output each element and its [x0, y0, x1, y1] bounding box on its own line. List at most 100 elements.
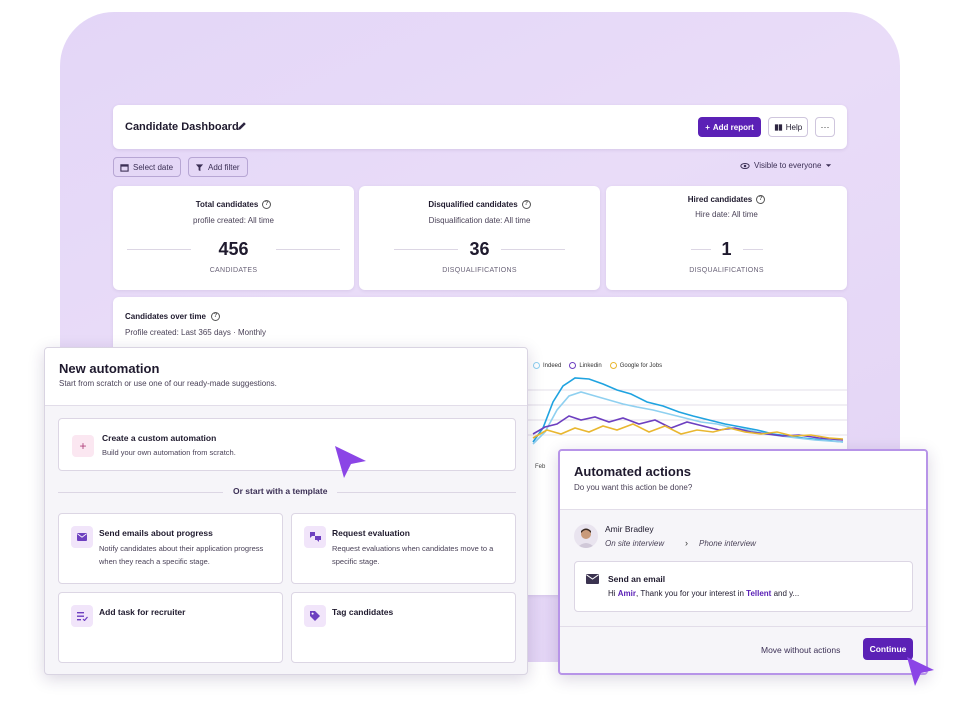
template-title: Request evaluation [332, 528, 410, 538]
actions-subtitle: Do you want this action be done? [574, 483, 693, 492]
chart-legend: Indeed Linkedin Google for Jobs [533, 362, 662, 369]
dashboard-title: Candidate Dashboard [125, 121, 239, 133]
email-action-title: Send an email [608, 574, 666, 584]
stat-title: Total candidates? [113, 200, 354, 209]
email-variable-name: Amir [617, 589, 637, 598]
divider [691, 249, 711, 250]
template-card-tag-candidates[interactable]: Tag candidates [291, 592, 516, 663]
pencil-icon[interactable] [235, 119, 249, 133]
divider [127, 249, 191, 250]
legend-item-google: Google for Jobs [609, 362, 663, 369]
legend-label: Linkedin [579, 362, 602, 369]
email-text: Hi [608, 589, 618, 598]
stat-title-text: Hired candidates [687, 195, 753, 204]
select-date-button[interactable]: Select date [113, 157, 181, 177]
candidate-name: Amir Bradley [605, 524, 654, 534]
more-options-button[interactable]: ··· [815, 117, 835, 137]
avatar [574, 524, 598, 548]
stage-from: On site interview [605, 539, 665, 548]
help-button[interactable]: Help [768, 117, 808, 137]
create-custom-automation-card[interactable]: + Create a custom automation Build your … [58, 418, 516, 471]
series-line-linkedin [532, 415, 844, 441]
actions-title: Automated actions [574, 464, 692, 479]
pointer-cursor-icon [907, 657, 934, 686]
custom-automation-title: Create a custom automation [102, 433, 217, 443]
stat-title: Hired candidates? [606, 195, 847, 204]
legend-item-linkedin: Linkedin [569, 362, 602, 369]
chat-bubbles-icon [304, 526, 326, 548]
chart-title-text: Candidates over time [125, 312, 206, 321]
stat-value: 36 [469, 239, 490, 259]
email-preview: Hi Amir, Thank you for your interest in … [608, 589, 799, 598]
caret-down-icon [826, 164, 832, 167]
footer-divider [560, 626, 926, 627]
dashboard-header: Candidate Dashboard + Add report Help ··… [113, 105, 847, 149]
actions-header: Automated actions Do you want this actio… [560, 451, 926, 510]
send-email-action-card[interactable]: Send an email Hi Amir, Thank you for you… [574, 561, 913, 612]
template-card-request-evaluation[interactable]: Request evaluation Request evaluations w… [291, 513, 516, 584]
legend-dot [569, 362, 577, 369]
divider [276, 249, 340, 250]
continue-button[interactable]: Continue [863, 638, 913, 660]
stat-unit: DISQUALIFICATIONS [689, 267, 764, 274]
automated-actions-panel: Automated actions Do you want this actio… [558, 449, 928, 675]
help-circle-icon[interactable]: ? [756, 195, 766, 204]
new-automation-panel: New automation Start from scratch or use… [44, 347, 528, 675]
stat-title-text: Total candidates [195, 200, 259, 209]
legend-label: Indeed [543, 362, 562, 369]
stat-title-text: Disqualified candidates [428, 200, 518, 209]
legend-dot [533, 362, 540, 369]
stat-value: 456 [218, 239, 249, 259]
filter-icon [195, 163, 204, 171]
select-date-label: Select date [133, 162, 174, 172]
tag-icon [304, 605, 326, 627]
add-filter-button[interactable]: Add filter [188, 157, 248, 177]
help-circle-icon[interactable]: ? [262, 200, 272, 209]
plus-icon: + [72, 435, 94, 457]
template-title: Add task for recruiter [99, 607, 186, 617]
stat-value: 1 [721, 239, 732, 259]
stat-card-disqualified: Disqualified candidates? Disqualificatio… [359, 186, 600, 290]
book-icon [774, 123, 782, 131]
chevron-right-icon: › [685, 538, 688, 548]
stat-subtitle: Disqualification date: All time [428, 216, 531, 225]
plus-icon: + [705, 122, 710, 132]
pointer-cursor-icon [335, 446, 366, 478]
help-circle-icon[interactable]: ? [210, 312, 220, 321]
help-circle-icon[interactable]: ? [521, 200, 531, 209]
series-line-google [532, 423, 844, 440]
template-card-add-task[interactable]: Add task for recruiter [58, 592, 283, 663]
task-list-icon [71, 605, 93, 627]
line-chart [523, 377, 847, 445]
email-text: and y... [771, 589, 800, 598]
envelope-icon [586, 574, 599, 584]
template-card-send-emails[interactable]: Send emails about progress Notify candid… [58, 513, 283, 584]
stat-subtitle: profile created: All time [193, 216, 274, 225]
visibility-dropdown[interactable]: Visible to everyone [740, 161, 832, 170]
divider [501, 249, 565, 250]
more-icon: ··· [820, 122, 830, 132]
stat-unit: CANDIDATES [209, 267, 258, 274]
legend-label: Google for Jobs [619, 362, 663, 369]
stat-title: Disqualified candidates? [359, 200, 600, 209]
stat-card-total: Total candidates? profile created: All t… [113, 186, 354, 290]
chart-subtitle: Profile created: Last 365 days · Monthly [125, 328, 266, 337]
template-title: Tag candidates [332, 607, 394, 617]
automation-header: New automation Start from scratch or use… [45, 348, 527, 406]
eye-icon [740, 162, 750, 169]
automation-subtitle: Start from scratch or use one of our rea… [59, 379, 277, 388]
stage-to: Phone interview [699, 539, 756, 548]
stat-unit: DISQUALIFICATIONS [442, 267, 517, 274]
stat-subtitle: Hire date: All time [695, 210, 758, 219]
calendar-icon [120, 163, 129, 172]
move-without-actions-button[interactable]: Move without actions [761, 645, 841, 655]
add-report-button[interactable]: + Add report [698, 117, 761, 137]
help-label: Help [785, 122, 803, 132]
divider [743, 249, 763, 250]
template-description: Notify candidates about their applicatio… [99, 544, 264, 566]
template-divider-label: Or start with a template [223, 486, 338, 496]
automation-title: New automation [59, 361, 160, 376]
template-description: Request evaluations when candidates move… [332, 544, 494, 566]
custom-automation-subtitle: Build your own automation from scratch. [102, 448, 236, 457]
